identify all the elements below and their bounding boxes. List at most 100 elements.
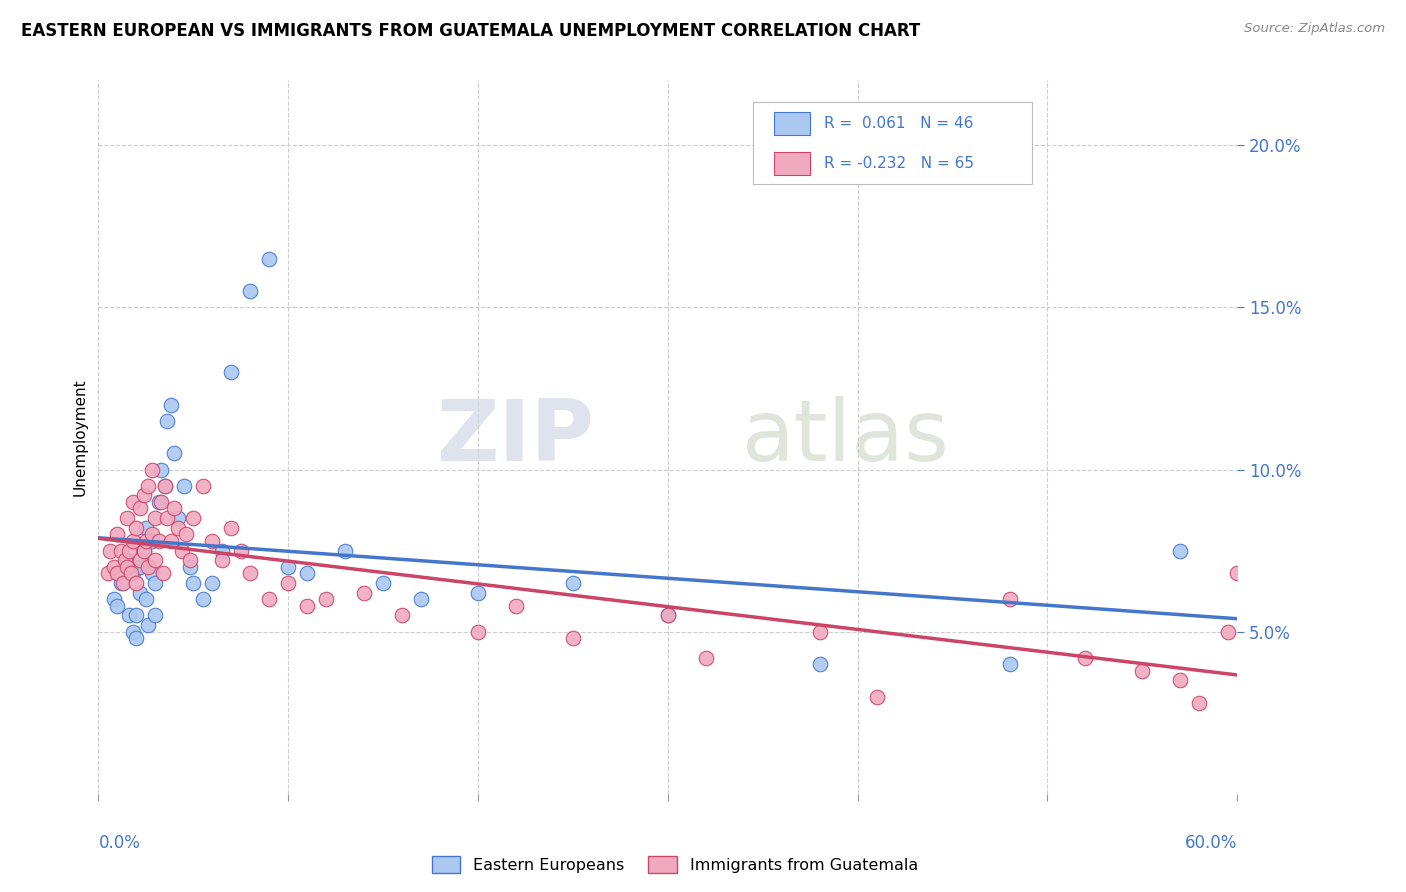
Point	[148, 495, 170, 509]
Text: R = -0.232   N = 65: R = -0.232 N = 65	[824, 156, 974, 171]
Point	[159, 398, 181, 412]
Point	[132, 488, 155, 502]
Text: ZIP: ZIP	[436, 395, 593, 479]
Point	[1132, 664, 1154, 678]
Bar	[773, 112, 810, 136]
Point	[136, 618, 159, 632]
Point	[152, 566, 174, 581]
Point	[129, 553, 152, 567]
Point	[114, 553, 136, 567]
Point	[371, 576, 394, 591]
Point	[221, 521, 243, 535]
Point	[135, 592, 157, 607]
Point	[118, 543, 141, 558]
Point	[136, 479, 159, 493]
Point	[297, 566, 319, 581]
Point	[145, 576, 167, 591]
Point	[179, 553, 201, 567]
Point	[107, 566, 129, 581]
Point	[159, 533, 181, 548]
Bar	[773, 153, 810, 175]
Point	[353, 586, 375, 600]
Point	[1188, 696, 1211, 710]
Text: 0.0%: 0.0%	[98, 834, 141, 852]
Point	[107, 527, 129, 541]
Point	[167, 521, 190, 535]
Point	[125, 521, 148, 535]
Point	[1216, 624, 1239, 639]
Point	[129, 501, 152, 516]
Point	[179, 559, 201, 574]
Point	[125, 608, 148, 623]
Point	[103, 559, 125, 574]
Point	[156, 511, 179, 525]
Point	[121, 495, 143, 509]
Point	[145, 511, 167, 525]
Point	[135, 533, 157, 548]
Point	[297, 599, 319, 613]
Point	[467, 586, 489, 600]
Point	[191, 479, 214, 493]
Point	[141, 527, 163, 541]
Point	[277, 576, 299, 591]
Point	[145, 608, 167, 623]
Point	[170, 543, 193, 558]
Point	[183, 576, 205, 591]
Text: Source: ZipAtlas.com: Source: ZipAtlas.com	[1244, 22, 1385, 36]
Point	[163, 446, 186, 460]
Point	[115, 511, 138, 525]
Bar	[754, 102, 1032, 184]
Point	[695, 650, 717, 665]
Point	[110, 543, 132, 558]
Point	[121, 566, 143, 581]
Point	[505, 599, 527, 613]
Point	[808, 657, 831, 672]
Point	[150, 495, 173, 509]
Point	[153, 479, 176, 493]
Point	[201, 576, 224, 591]
Point	[259, 592, 281, 607]
Point	[129, 586, 152, 600]
Text: EASTERN EUROPEAN VS IMMIGRANTS FROM GUATEMALA UNEMPLOYMENT CORRELATION CHART: EASTERN EUROPEAN VS IMMIGRANTS FROM GUAT…	[21, 22, 921, 40]
Point	[125, 631, 148, 645]
Point	[657, 608, 679, 623]
Point	[174, 527, 197, 541]
Point	[411, 592, 433, 607]
Point	[467, 624, 489, 639]
Point	[132, 543, 155, 558]
Point	[335, 543, 357, 558]
Point	[1170, 673, 1192, 688]
Point	[239, 566, 262, 581]
Point	[150, 462, 173, 476]
Point	[221, 365, 243, 379]
Point	[229, 543, 252, 558]
Point	[201, 533, 224, 548]
Point	[998, 657, 1021, 672]
Point	[118, 608, 141, 623]
Point	[998, 592, 1021, 607]
Point	[115, 559, 138, 574]
Point	[183, 511, 205, 525]
Point	[110, 576, 132, 591]
Point	[135, 521, 157, 535]
Point	[163, 501, 186, 516]
Text: R =  0.061   N = 46: R = 0.061 N = 46	[824, 116, 973, 131]
Point	[239, 284, 262, 298]
Point	[167, 511, 190, 525]
Point	[391, 608, 413, 623]
Point	[141, 462, 163, 476]
Point	[125, 576, 148, 591]
Point	[277, 559, 299, 574]
Point	[156, 414, 179, 428]
Text: atlas: atlas	[742, 395, 950, 479]
Point	[259, 252, 281, 266]
Point	[148, 533, 170, 548]
Point	[103, 592, 125, 607]
Point	[141, 566, 163, 581]
Point	[211, 543, 233, 558]
Point	[121, 533, 143, 548]
Point	[562, 576, 585, 591]
Point	[141, 533, 163, 548]
Point	[657, 608, 679, 623]
Point	[173, 479, 195, 493]
